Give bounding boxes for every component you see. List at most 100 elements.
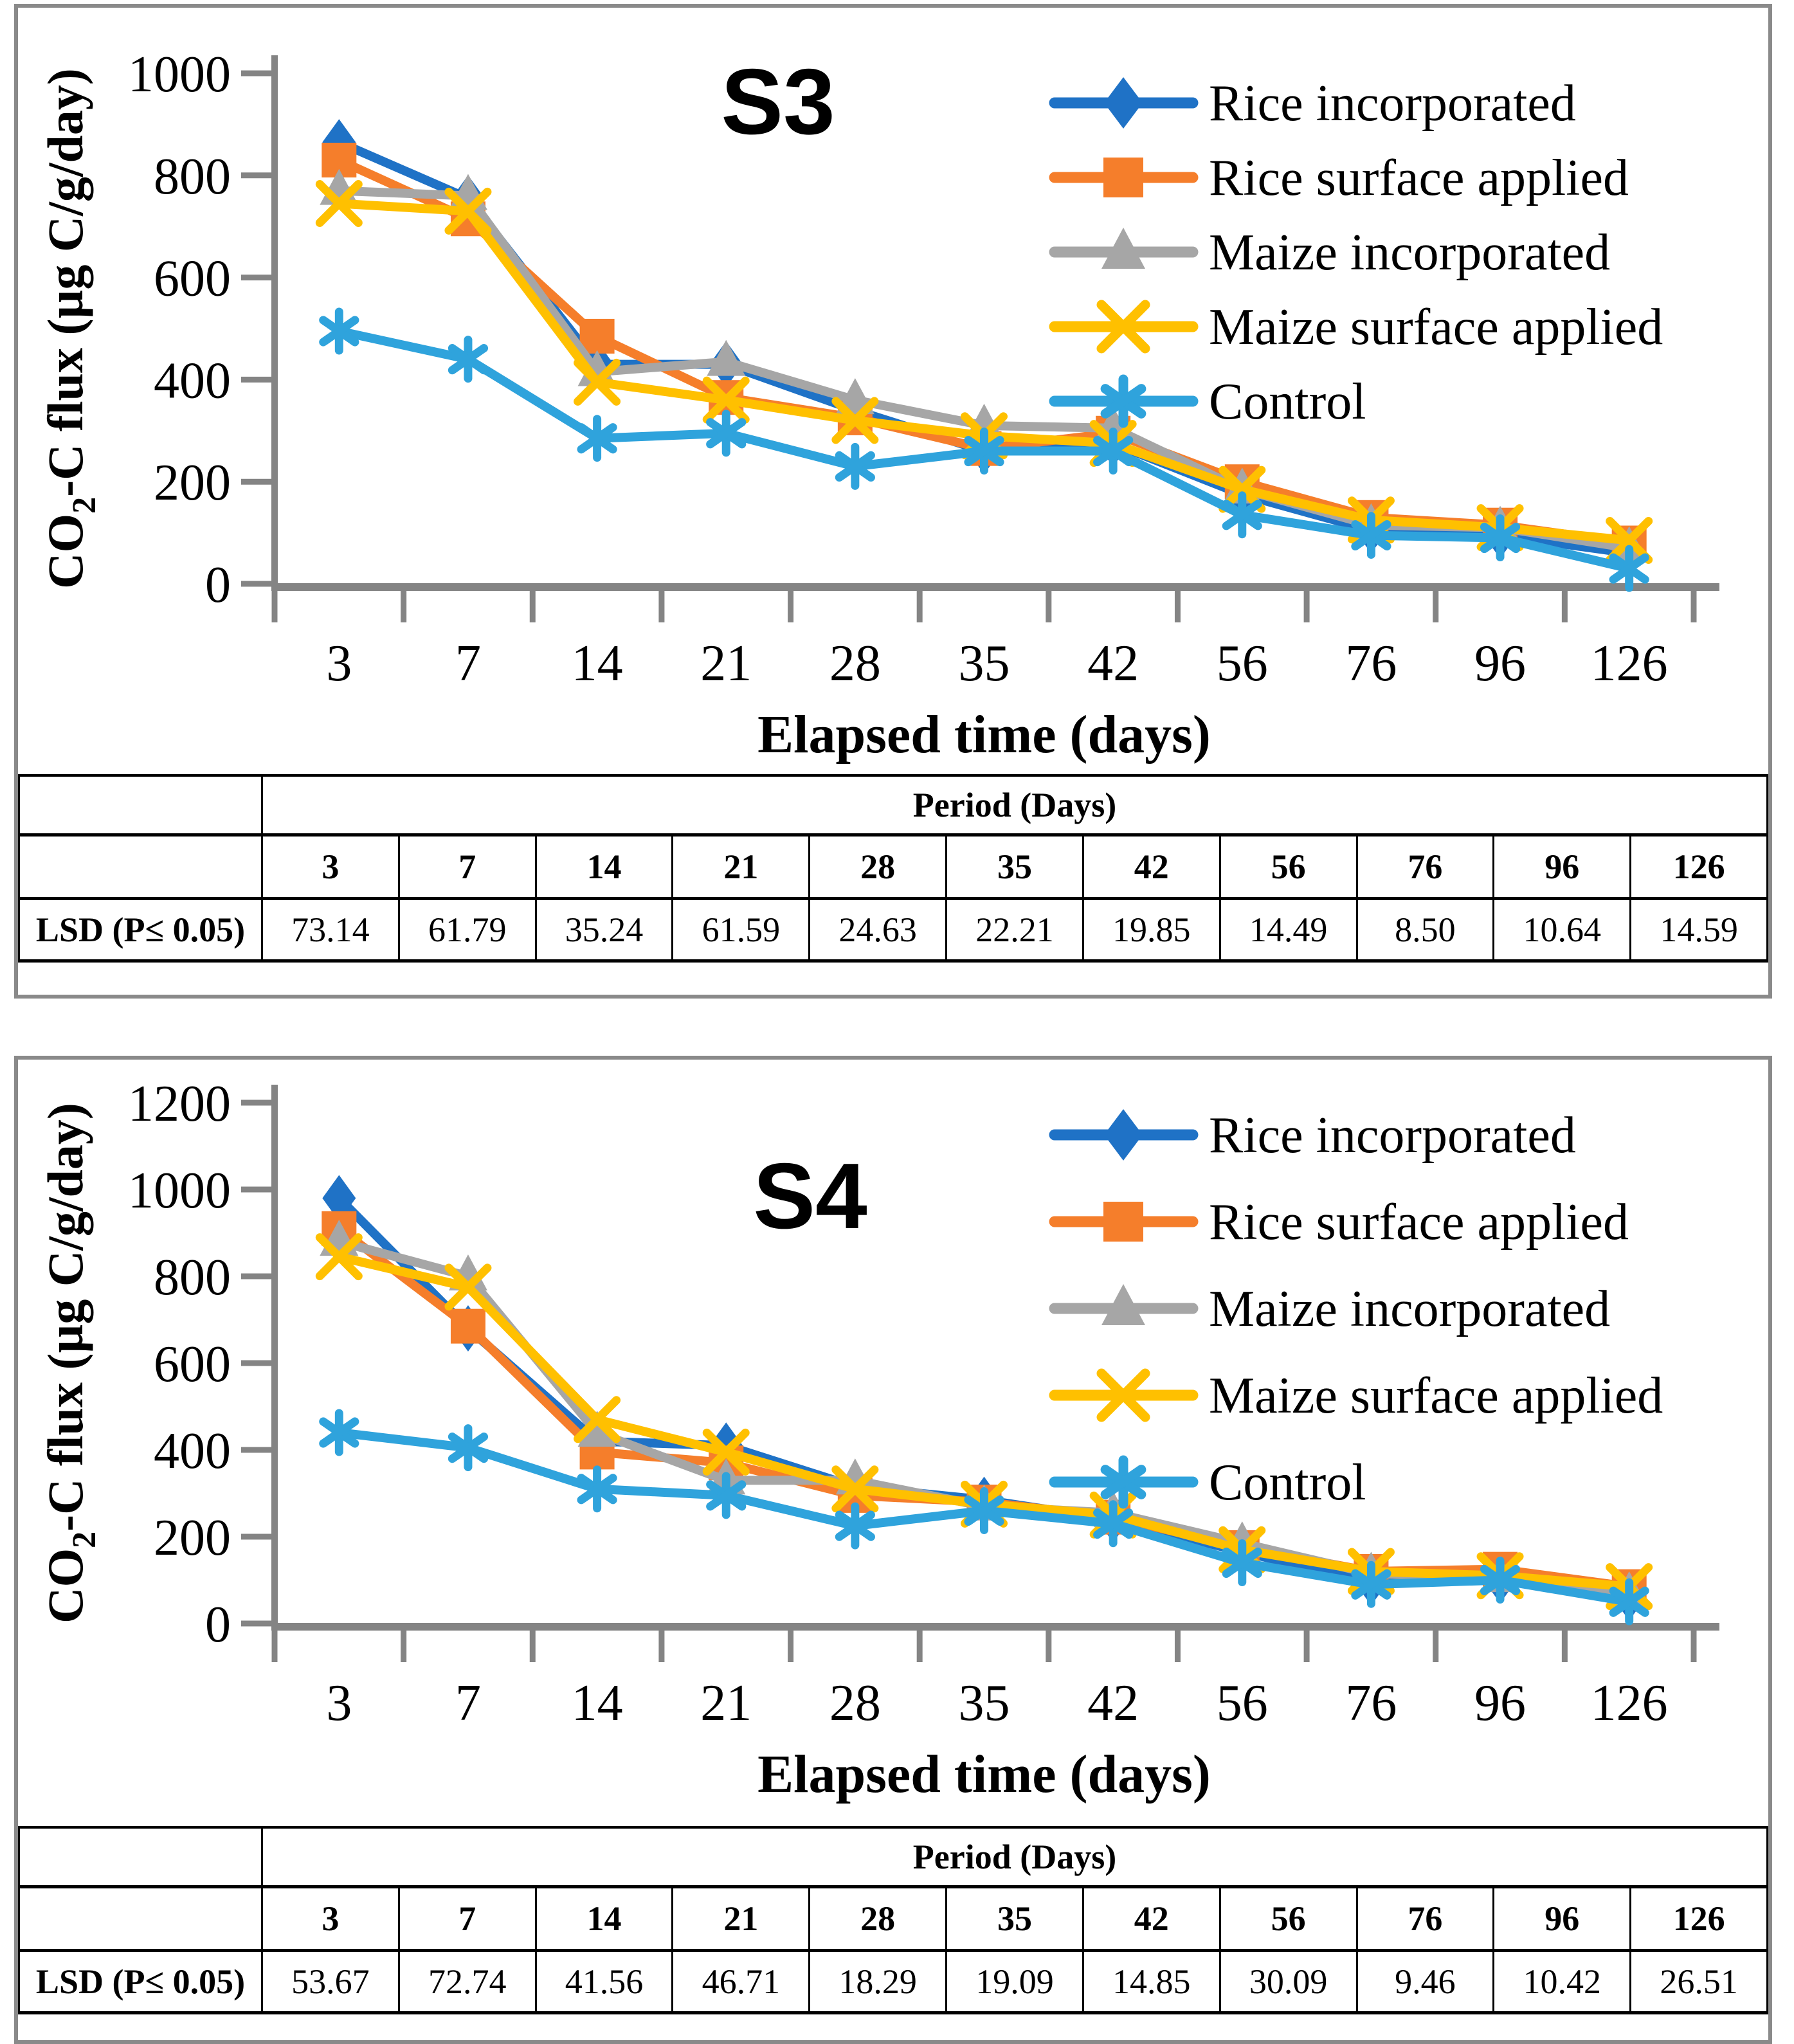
- table-corner-cell: [18, 774, 263, 837]
- period-day-42: 42: [1082, 834, 1221, 900]
- legend-item-rice-incorporated: Rice incorporated: [1049, 1107, 1576, 1164]
- legend-item-control: Control: [1049, 1454, 1366, 1511]
- x-axis-title: Elapsed time (days): [757, 1744, 1211, 1804]
- period-header-row: Period (Days): [18, 774, 1768, 837]
- lsd-row-label: LSD (P≤ 0.05): [18, 898, 263, 963]
- period-day-76: 76: [1355, 1886, 1495, 1952]
- axes: 0 200 400 600 800 1000 1200 3 7 14 21 28 35 42 56 76 96 1…: [37, 1076, 1719, 1804]
- table-footer-strip: [18, 2014, 1768, 2040]
- chart-s3: 0 200 400 600 800 1000 3 7 14 21 28 35 42 56 76 96 126 El…: [37, 46, 1719, 764]
- legend-item-maize-surface-applied: Maize surface applied: [1049, 299, 1663, 356]
- lsd-value-day-76: 9.46: [1355, 1949, 1495, 2014]
- day-header-blank: [18, 834, 263, 900]
- legend-label: Maize surface applied: [1209, 299, 1663, 356]
- lsd-value-day-96: 10.64: [1492, 898, 1632, 963]
- lsd-table-s4: Period (Days) 3 7 14 21 28 35 42 56 76 96 126 LSD …: [18, 1826, 1768, 2014]
- period-day-35: 35: [945, 834, 1084, 900]
- x-tick-label: 35: [959, 1675, 1010, 1732]
- table-corner-cell: [18, 1826, 263, 1888]
- lsd-value-day-14: 41.56: [534, 1949, 674, 2014]
- x-tick-label: 96: [1474, 635, 1526, 692]
- period-day-28: 28: [808, 834, 948, 900]
- x-tick-label: 76: [1345, 635, 1397, 692]
- panel-label: S4: [753, 1144, 867, 1248]
- period-day-7: 7: [397, 1886, 537, 1952]
- panel-s4: 0 200 400 600 800 1000 1200 3 7 14 21 28 35 42 56 76 96 1…: [14, 1056, 1772, 2044]
- x-tick-label: 42: [1087, 635, 1139, 692]
- legend-label: Maize surface applied: [1209, 1368, 1663, 1424]
- lsd-row: LSD (P≤ 0.05) 73.14 61.79 35.24 61.59 24.63 2…: [18, 898, 1768, 963]
- period-day-76: 76: [1355, 834, 1495, 900]
- lsd-value-day-126: 26.51: [1629, 1949, 1768, 2014]
- legend-label: Control: [1209, 374, 1366, 430]
- x-tick-label: 76: [1345, 1675, 1397, 1732]
- period-header-row: Period (Days): [18, 1826, 1768, 1888]
- lsd-value-day-126: 14.59: [1629, 898, 1768, 963]
- lsd-value-day-7: 72.74: [397, 1949, 537, 2014]
- lsd-value-day-28: 24.63: [808, 898, 948, 963]
- legend-item-maize-incorporated: Maize incorporated: [1049, 224, 1610, 281]
- lsd-row: LSD (P≤ 0.05) 53.67 72.74 41.56 46.71 18.29 1…: [18, 1949, 1768, 2014]
- legend-label: Maize incorporated: [1209, 224, 1610, 281]
- x-tick-label: 28: [829, 635, 881, 692]
- x-tick-label: 56: [1217, 635, 1268, 692]
- axes: 0 200 400 600 800 1000 3 7 14 21 28 35 42 56 76 96 126 El…: [37, 46, 1719, 764]
- y-tick-label: 200: [154, 455, 231, 511]
- y-tick-label: 200: [154, 1510, 231, 1566]
- x-tick-label: 3: [326, 635, 352, 692]
- lsd-row-label: LSD (P≤ 0.05): [18, 1949, 263, 2014]
- y-tick-label: 1200: [128, 1076, 231, 1132]
- period-day-21: 21: [671, 834, 811, 900]
- y-tick-label: 800: [154, 1249, 231, 1306]
- period-day-7: 7: [397, 834, 537, 900]
- period-day-28: 28: [808, 1886, 948, 1952]
- lsd-value-day-7: 61.79: [397, 898, 537, 963]
- x-tick-label: 21: [700, 635, 752, 692]
- legend-item-control: Control: [1049, 374, 1366, 430]
- lsd-value-day-42: 14.85: [1082, 1949, 1221, 2014]
- y-axis-title: CO2-C flux (µg C/g/day): [37, 68, 103, 589]
- x-tick-label: 56: [1217, 1675, 1268, 1732]
- period-header: Period (Days): [261, 774, 1768, 837]
- legend-item-maize-incorporated: Maize incorporated: [1049, 1281, 1610, 1337]
- x-tick-label: 28: [829, 1675, 881, 1732]
- lsd-value-day-21: 46.71: [671, 1949, 811, 2014]
- x-tick-label: 21: [700, 1675, 752, 1732]
- y-tick-label: 800: [154, 149, 231, 205]
- x-tick-label: 7: [455, 1675, 481, 1732]
- period-day-35: 35: [945, 1886, 1084, 1952]
- y-tick-label: 1000: [128, 1162, 231, 1219]
- y-tick-label: 0: [205, 1596, 231, 1653]
- y-tick-label: 400: [154, 1423, 231, 1479]
- lsd-value-day-56: 14.49: [1219, 898, 1358, 963]
- lsd-value-day-56: 30.09: [1219, 1949, 1358, 2014]
- legend-label: Control: [1209, 1454, 1366, 1511]
- x-axis-title: Elapsed time (days): [757, 705, 1211, 764]
- period-day-96: 96: [1492, 834, 1632, 900]
- x-tick-label: 96: [1474, 1675, 1526, 1732]
- legend-item-rice-incorporated: Rice incorporated: [1049, 75, 1576, 132]
- x-tick-label: 42: [1087, 1675, 1139, 1732]
- lsd-value-day-96: 10.42: [1492, 1949, 1632, 2014]
- period-day-56: 56: [1219, 834, 1358, 900]
- period-day-14: 14: [534, 834, 674, 900]
- lsd-table-s3: Period (Days) 3 7 14 21 28 35 42 56 76 96 126 LSD …: [18, 774, 1768, 963]
- legend: Rice incorporated Rice surface applied Mai…: [1049, 75, 1663, 430]
- legend-item-rice-surface-applied: Rice surface applied: [1049, 1194, 1629, 1251]
- lsd-value-day-3: 73.14: [261, 898, 400, 963]
- x-tick-label: 14: [572, 635, 623, 692]
- lsd-value-day-76: 8.50: [1355, 898, 1495, 963]
- series-control: [319, 1409, 1649, 1625]
- lsd-value-day-14: 35.24: [534, 898, 674, 963]
- x-tick-label: 14: [572, 1675, 623, 1732]
- period-day-126: 126: [1629, 834, 1768, 900]
- lsd-value-day-21: 61.59: [671, 898, 811, 963]
- x-tick-label: 126: [1591, 635, 1668, 692]
- legend: Rice incorporated Rice surface applied Mai…: [1049, 1107, 1663, 1511]
- y-tick-label: 600: [154, 251, 231, 307]
- y-tick-label: 400: [154, 352, 231, 409]
- period-day-56: 56: [1219, 1886, 1358, 1952]
- legend-label: Rice incorporated: [1209, 75, 1576, 132]
- x-tick-label: 35: [959, 635, 1010, 692]
